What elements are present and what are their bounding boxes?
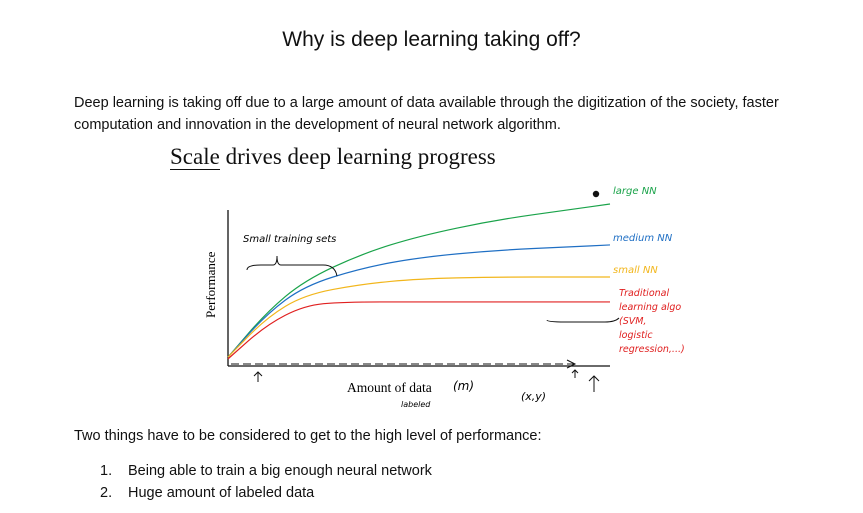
large-nn-marker [592, 190, 600, 198]
section-heading: Two things have to be considered to get … [74, 428, 542, 444]
series-line-0 [227, 203, 611, 358]
y-axis-label: Performance [203, 251, 218, 318]
series-line-1 [227, 244, 611, 358]
key-point: 2. Huge amount of labeled data [100, 482, 432, 504]
small-training-sets-label: Small training sets [243, 234, 336, 245]
chart-heading: Scale drives deep learning progress [170, 144, 496, 170]
x-axis-label: Amount of data [347, 380, 432, 395]
key-point-number: 2. [100, 485, 113, 501]
traditional-bracket [546, 317, 620, 323]
series-label-medium-nn: medium NN [613, 233, 673, 244]
series-label-small-nn: small NN [613, 265, 658, 276]
data-arrow-head [566, 359, 577, 369]
intro-paragraph: Deep learning is taking off due to a lar… [74, 95, 779, 133]
series-label-large-nn: large NN [613, 186, 657, 197]
performance-chart: Performance Small training sets Amount o… [203, 186, 685, 409]
key-points-list: 1. Being able to train a big enough neura… [100, 460, 432, 504]
series-layer [227, 203, 611, 360]
key-point-text: Huge amount of labeled data [128, 485, 315, 501]
x-axis-note-xy: (x,y) [521, 390, 546, 403]
document-title: Why is deep learning taking off? [282, 28, 581, 51]
right-up-arrow-small [571, 369, 579, 378]
series-label-traditional: Traditional learning algo (SVM, logistic… [619, 288, 685, 355]
chart-heading-scale: Scale [170, 144, 220, 170]
series-line-3 [227, 301, 610, 360]
chart-heading-rest: drives deep learning progress [219, 144, 496, 169]
x-axis-note-m: (m) [453, 379, 474, 393]
x-axis-note-labeled: labeled [401, 400, 431, 409]
key-point-text: Being able to train a big enough neural … [128, 463, 432, 479]
key-point: 1. Being able to train a big enough neura… [100, 460, 432, 482]
small-training-sets-brace [246, 255, 338, 277]
key-point-number: 1. [100, 463, 113, 479]
left-up-arrow [253, 371, 263, 382]
right-up-arrow [588, 375, 600, 392]
series-line-2 [227, 276, 610, 358]
